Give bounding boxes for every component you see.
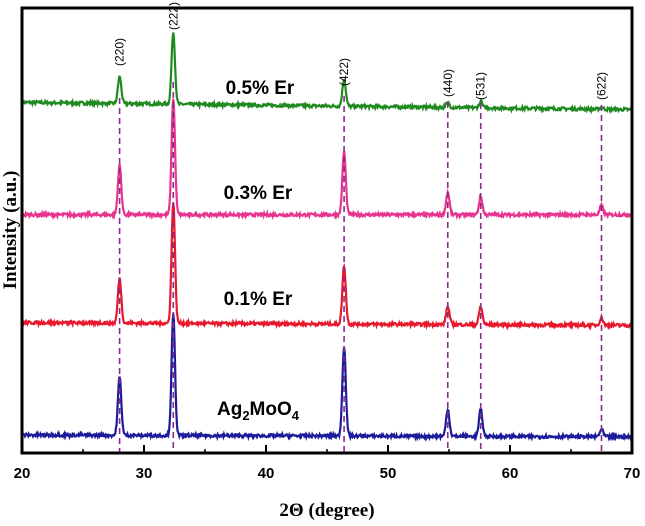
x-tick-label-4: 60 <box>502 465 519 482</box>
x-tick-label-0: 20 <box>14 465 31 482</box>
x-axis-title: 2Θ (degree) <box>279 500 374 521</box>
peak-label-0: (220) <box>113 38 127 66</box>
peak-label-1: (222) <box>166 2 180 30</box>
peak-label-4: (531) <box>474 72 488 100</box>
series-line-0 <box>20 32 633 115</box>
x-tick-label-1: 30 <box>136 465 153 482</box>
series-labels: 0.5% Er 0.3% Er 0.1% Er Ag2MoO4 <box>217 78 300 423</box>
x-tick-label-3: 50 <box>380 465 397 482</box>
peak-label-5: (622) <box>595 72 609 100</box>
plot-frame <box>20 6 634 455</box>
series-layer <box>20 32 634 442</box>
y-axis-title: Intensity (a.u.) <box>0 171 21 290</box>
peak-labels: (220) (222) (422) (440) (531) (622) <box>113 2 609 100</box>
series-label-0: 0.5% Er <box>226 78 295 99</box>
reference-lines <box>118 82 603 453</box>
series-line-1 <box>20 98 633 221</box>
series-label-2: 0.1% Er <box>224 289 293 310</box>
series-line-2 <box>20 203 633 331</box>
x-tick-label-5: 70 <box>624 465 641 482</box>
x-tick-label-2: 40 <box>258 465 275 482</box>
peak-label-2: (422) <box>337 58 351 86</box>
series-label-3: Ag2MoO4 <box>217 399 300 423</box>
peak-label-3: (440) <box>441 69 455 97</box>
x-axis: 20 30 40 50 60 70 <box>14 445 641 482</box>
series-line-3 <box>21 313 634 442</box>
series-label-1: 0.3% Er <box>224 183 293 204</box>
